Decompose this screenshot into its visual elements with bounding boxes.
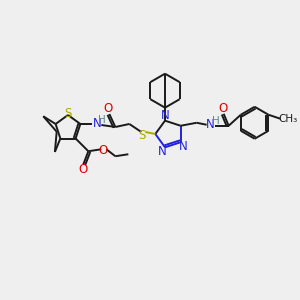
Text: CH₃: CH₃ [279, 114, 298, 124]
Text: N: N [160, 109, 169, 122]
Text: O: O [218, 102, 227, 115]
Text: N: N [179, 140, 188, 153]
Text: N: N [93, 118, 102, 130]
Text: H: H [212, 116, 220, 126]
Text: O: O [79, 163, 88, 176]
Text: S: S [139, 130, 146, 142]
Text: S: S [64, 106, 72, 119]
Text: N: N [158, 145, 166, 158]
Text: N: N [206, 118, 215, 131]
Text: O: O [99, 144, 108, 157]
Text: O: O [104, 103, 113, 116]
Text: H: H [98, 115, 106, 125]
